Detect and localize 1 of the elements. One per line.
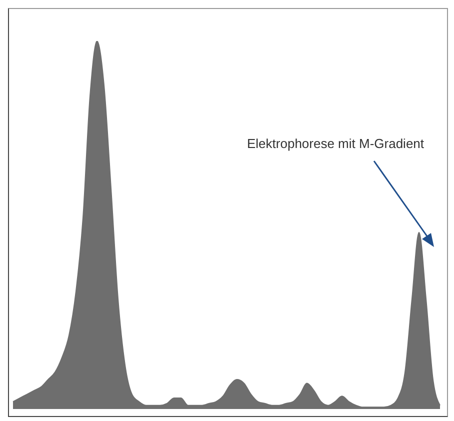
annotation: Elektrophorese mit M-Gradient: [247, 136, 424, 151]
